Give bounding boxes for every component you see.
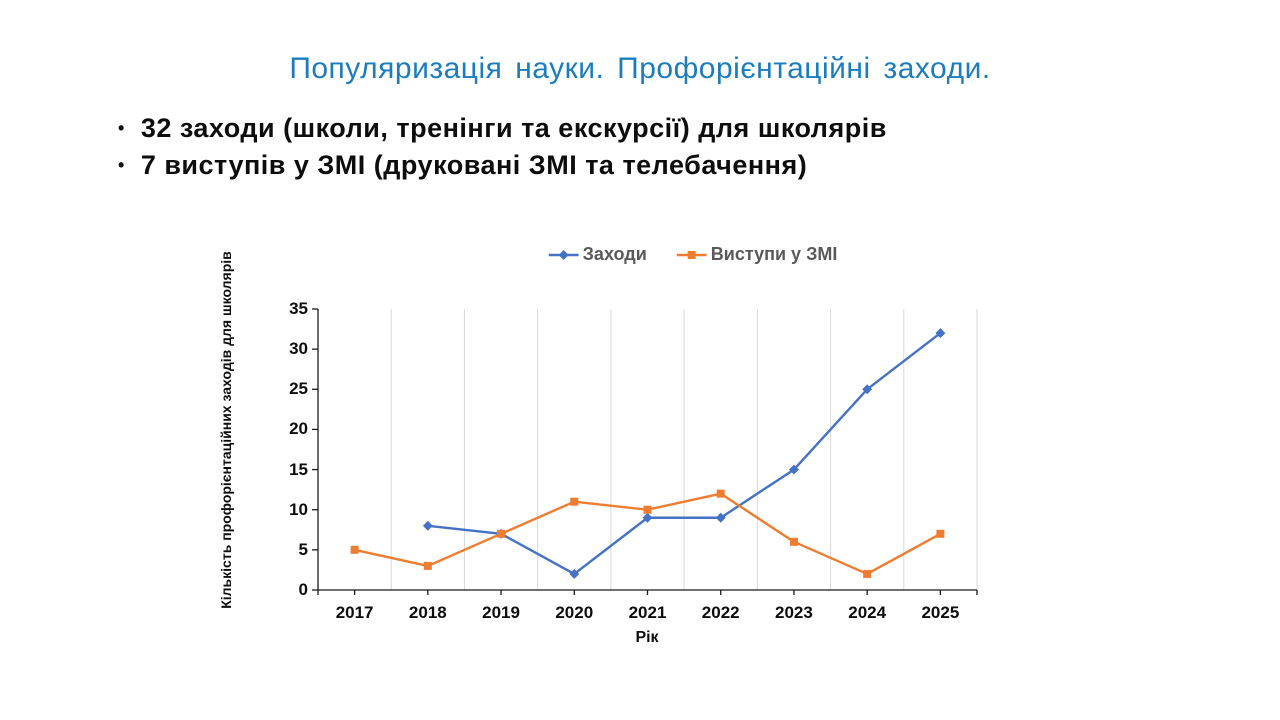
x-tick-label: 2024: [848, 603, 887, 622]
x-tick-label: 2023: [775, 603, 813, 622]
series-diamond: [422, 328, 946, 579]
x-tick-label: 2020: [555, 603, 594, 622]
x-tick-label: 2019: [482, 603, 520, 622]
x-tick-label: 2017: [335, 603, 374, 622]
chart-legend: Заходи Виступи у ЗМІ: [548, 244, 838, 265]
x-tick-label: 2021: [628, 603, 667, 622]
x-tick-label: 2022: [701, 603, 740, 622]
y-tick-label: 5: [298, 539, 308, 559]
bullet-icon: •: [118, 155, 125, 175]
legend-item: Заходи: [548, 244, 647, 265]
bullet-icon: •: [118, 118, 125, 138]
y-tick-label: 0: [298, 580, 308, 599]
bullet-text: 7 виступів у ЗМІ (друковані ЗМІ та телеб…: [140, 150, 808, 180]
x-tick-label: 2018: [408, 603, 447, 622]
y-tick-label: 15: [289, 459, 308, 479]
x-tick-label: 2025: [921, 603, 960, 622]
bullet-item: • 32 заходи (школи, тренінги та екскурсі…: [118, 110, 887, 147]
legend-label: Заходи: [582, 244, 647, 264]
bullet-item: • 7 виступів у ЗМІ (друковані ЗМІ та тел…: [118, 147, 887, 184]
y-tick-label: 35: [289, 299, 308, 318]
legend-square-marker-icon: [676, 250, 707, 259]
page-title: Популяризація науки. Профорієнтаційні за…: [289, 52, 991, 85]
series-square: [350, 489, 945, 578]
bullet-list: • 32 заходи (школи, тренінги та екскурсі…: [118, 110, 887, 184]
y-tick-label: 25: [289, 379, 308, 399]
legend-label: Виступи у ЗМІ: [710, 244, 838, 264]
y-tick-label: 10: [289, 499, 308, 519]
legend-item: Виступи у ЗМІ: [676, 244, 838, 265]
x-axis-title: Рік: [635, 629, 659, 646]
y-axis-title: Кількість профорієнтаційних заходів для …: [218, 251, 234, 609]
y-tick-label: 20: [289, 419, 308, 439]
bullet-text: 32 заходи (школи, тренінги та екскурсії)…: [140, 113, 887, 143]
legend-diamond-marker-icon: [548, 249, 579, 260]
y-tick-label: 30: [289, 339, 308, 359]
